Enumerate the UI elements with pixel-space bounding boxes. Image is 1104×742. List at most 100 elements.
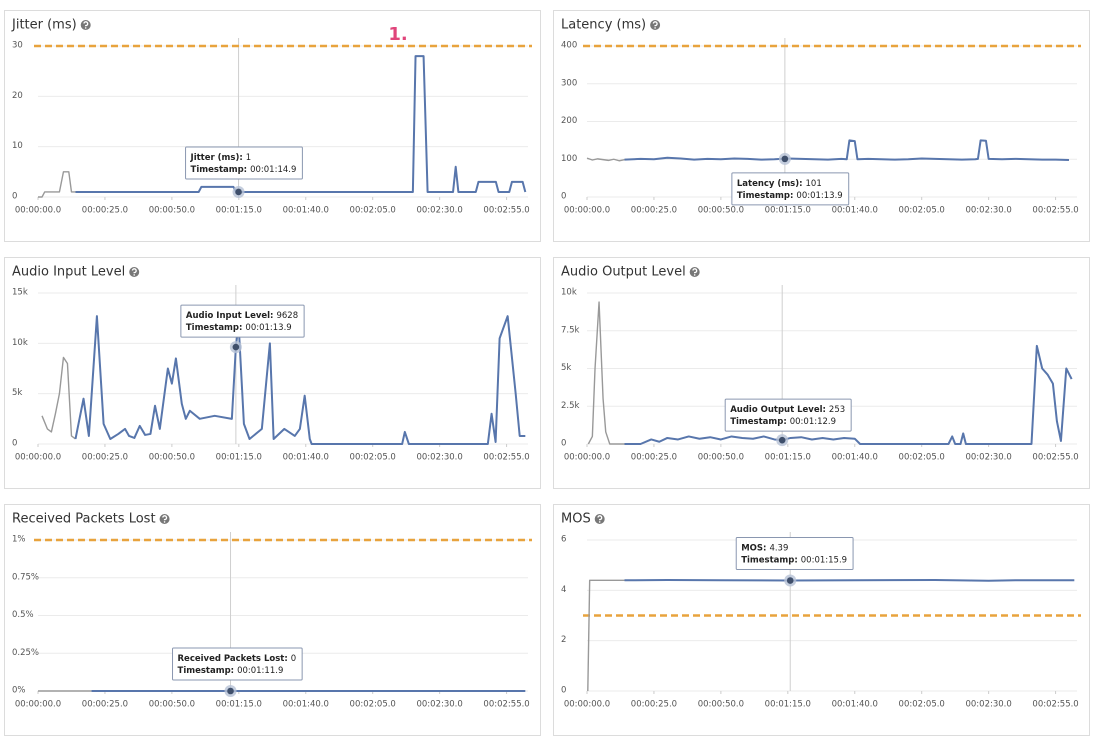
y-tick-label: 10k	[561, 288, 577, 298]
x-tick-label: 00:00:25.0	[631, 700, 677, 710]
series-line	[587, 301, 625, 445]
tooltip-value: 101	[806, 178, 822, 188]
x-tick-label: 00:02:55.0	[1032, 206, 1078, 216]
y-tick-label: 0	[561, 192, 566, 202]
x-tick-label: 00:01:15.0	[765, 206, 811, 216]
y-tick-label: 2.5k	[561, 401, 580, 411]
tooltip: Audio Input Level: 9628 Timestamp: 00:01:13…	[180, 304, 305, 338]
x-tick-label: 00:01:15.0	[765, 700, 811, 710]
y-tick-label: 5k	[12, 388, 22, 398]
tooltip-timestamp-label: Timestamp:	[737, 190, 794, 200]
panel-frame	[4, 504, 541, 736]
hover-point	[786, 577, 794, 584]
tooltip-timestamp: 00:01:13.9	[796, 190, 842, 200]
help-dot	[163, 521, 166, 523]
series-line	[624, 139, 1069, 161]
help-icon	[80, 20, 91, 30]
tooltip-timestamp: 00:01:15.9	[801, 555, 847, 565]
x-tick-label: 00:01:40.0	[283, 453, 329, 463]
chart-panel: Audio Input Level 0 5k 10k 15k 00:00:00.0 00:0…	[4, 257, 541, 489]
x-tick-label: 00:00:50.0	[149, 206, 195, 216]
y-tick-label: 0	[12, 439, 17, 449]
tooltip-line: Received Packets Lost: 0	[178, 654, 297, 664]
chart-panel: Audio Output Level 0 2.5k 5k 7.5k 10k 00:00:00…	[553, 257, 1090, 489]
tooltip-line: Timestamp: 00:01:15.9	[741, 555, 847, 565]
y-tick-label: 100	[561, 154, 577, 164]
x-tick-label: 00:02:05.0	[899, 453, 945, 463]
panel-frame	[553, 257, 1090, 489]
x-tick-label: 00:00:25.0	[631, 206, 677, 216]
series-line	[41, 356, 76, 440]
x-tick-label: 00:02:30.0	[416, 700, 462, 710]
tooltip-box	[735, 537, 854, 571]
help-glyph	[692, 268, 698, 274]
chart-title: Latency (ms)	[561, 18, 646, 33]
y-tick-label: 0.5%	[12, 610, 34, 620]
y-tick-label: 10	[12, 141, 23, 151]
help-glyph	[597, 515, 603, 521]
tooltip-timestamp: 00:01:14.9	[250, 164, 296, 174]
y-tick-label: 200	[561, 116, 577, 126]
tooltip-line: Audio Output Level: 253	[730, 405, 845, 415]
y-tick-label: 300	[561, 78, 577, 88]
series-line	[587, 579, 625, 692]
tooltip-label: MOS:	[741, 543, 766, 553]
x-tick-label: 00:00:25.0	[82, 206, 128, 216]
y-tick-label: 10k	[12, 338, 28, 348]
help-glyph	[83, 21, 89, 27]
help-glyph	[652, 21, 658, 27]
annotation: 1.	[388, 24, 407, 45]
chart-title: Received Packets Lost	[12, 512, 156, 527]
x-tick-label: 00:02:30.0	[965, 453, 1011, 463]
tooltip-timestamp: 00:01:12.9	[790, 417, 836, 427]
series-line	[624, 344, 1073, 445]
x-tick-label: 00:00:50.0	[698, 700, 744, 710]
tooltip-line: Timestamp: 00:01:13.9	[186, 323, 292, 333]
chart-title: MOS	[561, 512, 591, 527]
tooltip: Audio Output Level: 253 Timestamp: 00:01:12…	[724, 398, 852, 432]
x-tick-label: 00:01:15.0	[765, 453, 811, 463]
tooltip: Jitter (ms): 1 Timestamp: 00:01:14.9	[185, 146, 303, 180]
x-tick-label: 00:02:05.0	[350, 206, 396, 216]
tooltip-value: 9628	[276, 311, 298, 321]
y-tick-label: 0%	[12, 686, 26, 696]
x-tick-label: 00:00:25.0	[631, 453, 677, 463]
x-tick-label: 00:01:40.0	[832, 700, 878, 710]
y-tick-label: 2	[561, 635, 566, 645]
tooltip-label: Latency (ms):	[737, 178, 803, 188]
series-line	[624, 579, 1075, 582]
tooltip-label: Jitter (ms):	[190, 152, 243, 162]
y-tick-label: 0	[12, 192, 17, 202]
tooltip-value: 0	[291, 654, 296, 664]
help-icon	[129, 267, 140, 277]
x-tick-label: 00:01:40.0	[283, 700, 329, 710]
x-tick-label: 00:02:05.0	[899, 206, 945, 216]
hover-point	[235, 188, 242, 196]
x-tick-label: 00:00:00.0	[15, 206, 61, 216]
tooltip-timestamp-label: Timestamp:	[186, 323, 243, 333]
series-line	[74, 315, 526, 445]
x-tick-label: 00:02:55.0	[483, 206, 529, 216]
x-tick-label: 00:00:25.0	[82, 700, 128, 710]
tooltip-box	[724, 398, 852, 432]
x-tick-label: 00:02:05.0	[899, 700, 945, 710]
x-tick-label: 00:02:30.0	[965, 206, 1011, 216]
tooltip-line: Audio Input Level: 9628	[186, 311, 298, 321]
tooltip: MOS: 4.39 Timestamp: 00:01:15.9	[735, 537, 854, 571]
series-line	[586, 157, 625, 162]
tooltip: Latency (ms): 101 Timestamp: 00:01:13.9	[731, 172, 850, 206]
help-dot	[693, 274, 696, 276]
x-tick-label: 00:00:50.0	[698, 206, 744, 216]
tooltip-label: Audio Input Level:	[186, 311, 274, 321]
y-tick-label: 0.25%	[12, 648, 39, 658]
hover-point	[778, 436, 786, 444]
tooltip-line: Timestamp: 00:01:14.9	[191, 164, 297, 174]
tooltip-box	[185, 146, 303, 180]
x-tick-label: 00:02:30.0	[965, 700, 1011, 710]
tooltip-line: Jitter (ms): 1	[190, 152, 252, 162]
x-tick-label: 00:00:00.0	[564, 206, 610, 216]
series-line	[75, 55, 527, 193]
chart-panel: Jitter (ms) 0 10 20 30 00:00:00.0 00:00:25.0 00…	[4, 10, 541, 242]
